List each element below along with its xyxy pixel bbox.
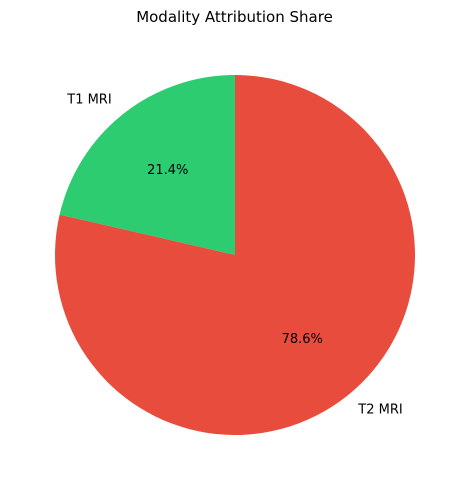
pie-slice-t1-mri: [59, 75, 236, 255]
slice-label: T2 MRI: [357, 402, 402, 417]
chart-title: Modality Attribution Share: [136, 8, 333, 26]
slice-percentage-label: 21.4%: [147, 163, 188, 178]
slice-label: T1 MRI: [66, 93, 111, 108]
slice-percentage-label: 78.6%: [282, 332, 323, 347]
pie-slice-t2-mri: [55, 75, 416, 435]
pie-labels: T1 MRI 21.4% T2 MRI 78.6%: [66, 93, 402, 418]
pie-slices: [55, 75, 416, 435]
